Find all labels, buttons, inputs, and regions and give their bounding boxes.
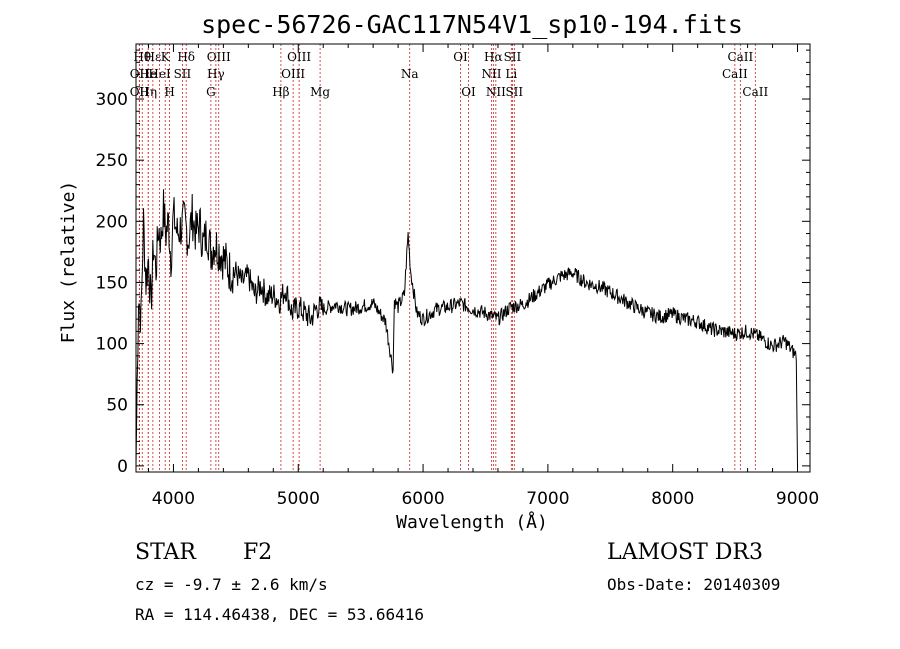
y-tick-label-2: 100 bbox=[96, 335, 128, 355]
line-label-15: OIII bbox=[281, 67, 305, 81]
line-label-8: H bbox=[164, 85, 174, 99]
redshift-velocity: cz = -9.7 ± 2.6 km/s bbox=[135, 575, 328, 594]
x-tick-label-1: 5000 bbox=[277, 489, 320, 509]
x-tick-label-5: 9000 bbox=[776, 489, 819, 509]
line-label-18: Na bbox=[401, 67, 419, 81]
line-label-16: OIII bbox=[287, 50, 311, 64]
x-axis-label: Wavelength (Å) bbox=[396, 511, 548, 533]
line-label-1: OII bbox=[130, 85, 150, 99]
line-label-0: OII bbox=[130, 67, 150, 81]
object-class: STAR bbox=[135, 540, 196, 565]
x-tick-label-0: 4000 bbox=[152, 489, 195, 509]
y-axis-label: Flux (relative) bbox=[58, 181, 79, 344]
line-label-27: CaII bbox=[722, 67, 748, 81]
x-tick-label-3: 7000 bbox=[526, 489, 569, 509]
line-label-5: Hε bbox=[145, 50, 162, 64]
y-tick-label-0: 0 bbox=[117, 457, 128, 477]
line-label-20: OI bbox=[461, 85, 476, 99]
line-label-26: SII bbox=[505, 85, 523, 99]
y-tick-label-3: 150 bbox=[96, 273, 128, 293]
spectral-line-labels: OIIOIIHθHeHηHεHeIKHSIIHδGHγOIIIHβOIIIOII… bbox=[130, 50, 769, 99]
line-label-14: Hβ bbox=[272, 85, 289, 99]
coordinates: RA = 114.46438, DEC = 53.66416 bbox=[135, 605, 424, 624]
line-label-6: HeI bbox=[148, 67, 171, 81]
y-tick-label-1: 50 bbox=[106, 396, 128, 416]
line-label-19: OI bbox=[453, 50, 468, 64]
survey-name: LAMOST DR3 bbox=[607, 540, 763, 565]
line-label-2: Hθ bbox=[133, 50, 151, 64]
line-label-3: He bbox=[139, 67, 157, 81]
line-label-21: NII bbox=[481, 67, 501, 81]
line-label-12: Hγ bbox=[207, 67, 225, 81]
x-tick-label-2: 6000 bbox=[401, 489, 444, 509]
x-axis-ticks: 4000 5000 6000 7000 8000 9000 bbox=[147, 44, 819, 509]
object-subclass: F2 bbox=[243, 540, 273, 565]
line-label-22: Hα bbox=[484, 50, 503, 64]
spectrum-chart: spec-56726-GAC117N54V1_sp10-194.fits OII… bbox=[58, 10, 819, 533]
line-label-29: CaII bbox=[742, 85, 768, 99]
line-label-11: G bbox=[206, 85, 216, 99]
line-label-24: Li bbox=[505, 67, 517, 81]
spectral-line-markers bbox=[138, 44, 756, 472]
line-label-28: CaII bbox=[727, 50, 753, 64]
y-tick-label-4: 200 bbox=[96, 212, 128, 232]
line-label-17: Mg bbox=[310, 85, 330, 99]
line-label-7: K bbox=[161, 50, 171, 64]
observation-date: Obs-Date: 20140309 bbox=[607, 575, 781, 594]
chart-title: spec-56726-GAC117N54V1_sp10-194.fits bbox=[201, 10, 743, 39]
line-label-4: Hη bbox=[139, 85, 157, 99]
line-label-23: NII bbox=[486, 85, 506, 99]
plot-frame bbox=[135, 43, 811, 473]
line-label-13: OIII bbox=[207, 50, 231, 64]
flux-series-line bbox=[135, 189, 798, 466]
line-label-25: SII bbox=[504, 50, 522, 64]
line-label-10: Hδ bbox=[177, 50, 195, 64]
y-tick-label-6: 300 bbox=[96, 90, 128, 110]
line-label-9: SII bbox=[174, 67, 192, 81]
x-tick-label-4: 8000 bbox=[651, 489, 694, 509]
y-tick-label-5: 250 bbox=[96, 151, 128, 171]
y-axis-ticks: 0 50 100 150 200 250 300 bbox=[96, 49, 810, 477]
